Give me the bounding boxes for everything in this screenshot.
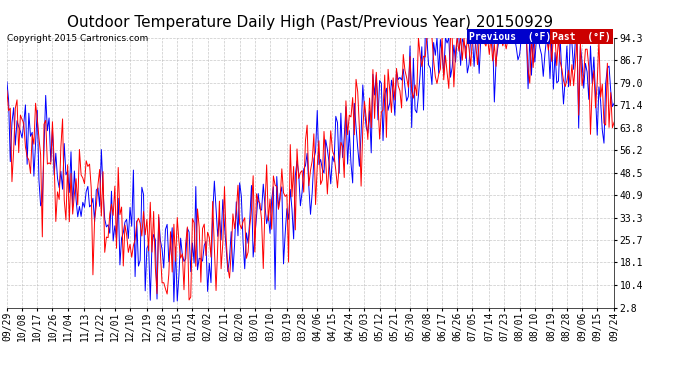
Text: Outdoor Temperature Daily High (Past/Previous Year) 20150929: Outdoor Temperature Daily High (Past/Pre… — [68, 15, 553, 30]
Text: Past  (°F): Past (°F) — [552, 32, 611, 42]
Text: Previous  (°F): Previous (°F) — [469, 32, 551, 42]
Text: Copyright 2015 Cartronics.com: Copyright 2015 Cartronics.com — [7, 34, 148, 43]
